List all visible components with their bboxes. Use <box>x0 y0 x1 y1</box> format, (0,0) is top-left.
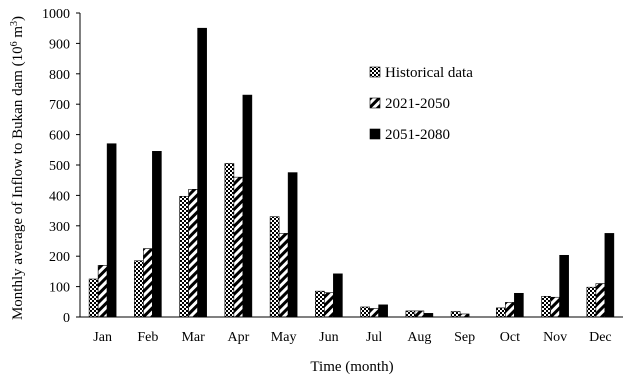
y-ticks: 0 100 200 300 400 500 600 700 800 900 1000 <box>42 7 80 326</box>
y-tick-label: 1000 <box>42 7 70 22</box>
bar-aug-series-1 <box>405 310 416 318</box>
y-tick-label: 600 <box>49 129 70 144</box>
legend: Historical data 2021-2050 2051-2080 <box>369 65 473 143</box>
x-tick-label: Dec <box>589 330 612 345</box>
legend-swatch-series-1 <box>369 66 381 78</box>
bar-aug-series-2 <box>414 310 425 318</box>
bar-feb-series-3 <box>152 151 162 318</box>
bar-may-series-3 <box>287 172 298 318</box>
bar-jun-series-2 <box>324 292 334 318</box>
legend-label-series-1: Historical data <box>385 65 473 81</box>
x-tick-label: Nov <box>543 330 567 345</box>
y-tick-label: 0 <box>63 311 70 326</box>
bar-nov-series-3 <box>559 254 569 318</box>
bar-may-series-1 <box>269 216 280 318</box>
bar-dec-series-3 <box>604 233 615 318</box>
y-tick-label: 300 <box>49 220 70 235</box>
bar-dec-series-1 <box>586 286 597 318</box>
y-tick-label: 400 <box>49 189 70 204</box>
x-tick-label: Jun <box>319 330 338 345</box>
legend-label-series-2: 2021-2050 <box>385 96 450 112</box>
legend-label-series-3: 2051-2080 <box>385 127 450 143</box>
bar-jul-series-2 <box>369 308 379 318</box>
bar-oct-series-1 <box>496 307 506 318</box>
legend-swatch-series-3 <box>369 128 381 140</box>
y-tick-label: 500 <box>49 159 70 174</box>
bar-feb-series-1 <box>134 260 144 318</box>
x-tick-label: May <box>271 330 297 345</box>
y-tick-label: 200 <box>49 250 70 265</box>
legend-swatch-series-2 <box>369 97 381 109</box>
bar-jan-series-2 <box>97 265 108 318</box>
y-tick-label: 800 <box>49 68 70 83</box>
bar-apr-series-2 <box>233 176 244 318</box>
bar-jul-series-3 <box>378 304 388 318</box>
bar-sep-series-1 <box>450 311 461 318</box>
bar-mar-series-3 <box>197 27 207 318</box>
y-axis-title: Monthly average of Inflow to Bukan dam (… <box>9 16 26 320</box>
bar-dec-series-2 <box>595 283 606 318</box>
bar-jun-series-1 <box>315 290 325 318</box>
x-tick-label: Feb <box>137 330 158 345</box>
y-tick-label: 700 <box>49 98 70 113</box>
bar-feb-series-2 <box>143 248 153 318</box>
bar-mar-series-1 <box>179 196 189 318</box>
bar-nov-series-2 <box>550 296 560 318</box>
y-tick-label: 100 <box>49 281 70 296</box>
bar-may-series-2 <box>278 233 289 318</box>
bar-mar-series-2 <box>188 189 198 318</box>
bar-apr-series-3 <box>242 94 253 318</box>
bar-apr-series-1 <box>224 163 235 318</box>
bar-jun-series-3 <box>333 273 343 318</box>
bars-layer <box>88 27 615 318</box>
bar-oct-series-2 <box>505 302 515 318</box>
x-tick-label: Aug <box>407 330 431 345</box>
bar-jan-series-1 <box>88 278 99 318</box>
y-tick-label: 900 <box>49 37 70 52</box>
x-tick-label: Sep <box>454 330 475 345</box>
x-tick-label: Apr <box>227 330 249 345</box>
x-tick-label: Jan <box>93 330 112 345</box>
x-axis-title: Time (month) <box>310 359 393 375</box>
x-tick-label: Jul <box>366 330 382 345</box>
bar-jul-series-1 <box>360 306 370 318</box>
bar-jan-series-3 <box>106 143 117 318</box>
x-tick-label: Oct <box>500 330 520 345</box>
x-tick-label: Mar <box>181 330 205 345</box>
bar-nov-series-1 <box>541 296 551 318</box>
bar-oct-series-3 <box>514 292 524 318</box>
x-ticks: Jan Feb Mar Apr May Jun Jul Aug Sep Oct Nov Dec <box>93 330 611 345</box>
bar-aug-series-3 <box>423 313 434 318</box>
